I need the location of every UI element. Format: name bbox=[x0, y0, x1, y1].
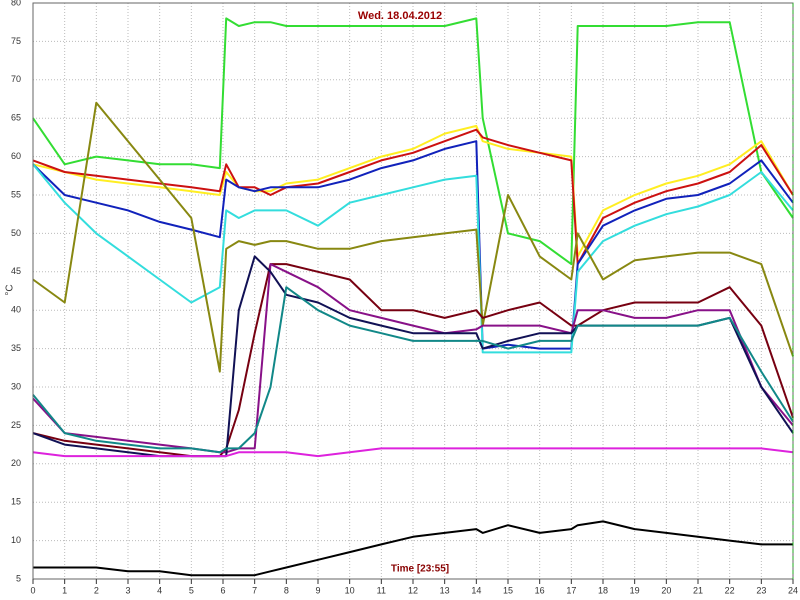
series-line bbox=[32, 101, 794, 373]
series-line bbox=[33, 520, 793, 577]
y-tick-label: 5 bbox=[16, 573, 21, 583]
series-line bbox=[32, 163, 794, 354]
y-tick-label: 60 bbox=[11, 151, 21, 161]
lines bbox=[32, 17, 794, 577]
x-tick-label: 12 bbox=[408, 585, 418, 595]
y-tick-label: 75 bbox=[11, 36, 21, 46]
x-tick-label: 3 bbox=[125, 585, 130, 595]
y-tick-label: 65 bbox=[11, 113, 21, 123]
x-tick-label: 4 bbox=[157, 585, 162, 595]
y-tick-label: 70 bbox=[11, 74, 21, 84]
series-line bbox=[32, 286, 794, 454]
x-tick-label: 11 bbox=[377, 585, 386, 595]
x-tick-label: 23 bbox=[756, 585, 766, 595]
x-tick-label: 6 bbox=[220, 585, 225, 595]
x-tick-label: 1 bbox=[62, 585, 67, 595]
x-tick-label: 21 bbox=[693, 585, 703, 595]
series-line bbox=[32, 140, 794, 350]
series-line bbox=[32, 128, 794, 266]
x-tick-label: 9 bbox=[315, 585, 320, 595]
y-tick-label: 80 bbox=[11, 0, 21, 7]
x-tick-label: 10 bbox=[345, 585, 355, 595]
y-tick-label: 20 bbox=[11, 458, 21, 468]
y-tick-label: 30 bbox=[11, 381, 21, 391]
x-tick-label: 19 bbox=[630, 585, 640, 595]
y-tick-label: 55 bbox=[11, 189, 21, 199]
x-tick-label: 16 bbox=[535, 585, 545, 595]
x-tick-label: 18 bbox=[598, 585, 608, 595]
y-tick-label: 40 bbox=[11, 305, 21, 315]
y-tick-label: 45 bbox=[11, 266, 21, 276]
x-tick-label: 5 bbox=[189, 585, 194, 595]
y-tick-label: 10 bbox=[11, 535, 21, 545]
y-axis-label: °C bbox=[5, 284, 16, 295]
x-tick-label: 15 bbox=[503, 585, 513, 595]
x-axis-label: Time [23:55] bbox=[391, 564, 449, 575]
x-tick-label: 7 bbox=[252, 585, 257, 595]
x-tick-label: 13 bbox=[440, 585, 450, 595]
x-tick-label: 2 bbox=[94, 585, 99, 595]
y-tick-label: 15 bbox=[11, 497, 21, 507]
x-tick-label: 17 bbox=[566, 585, 576, 595]
y-tick-label: 25 bbox=[11, 420, 21, 430]
x-tick-label: 8 bbox=[284, 585, 289, 595]
x-tick-label: 20 bbox=[661, 585, 671, 595]
series-line bbox=[32, 17, 794, 266]
chart-title: Wed. 18.04.2012 bbox=[358, 10, 442, 22]
y-tick-label: 35 bbox=[11, 343, 21, 353]
x-tick-label: 14 bbox=[471, 585, 481, 595]
x-tick-label: 24 bbox=[788, 585, 798, 595]
y-tick-label: 50 bbox=[11, 228, 21, 238]
series-line bbox=[32, 447, 794, 458]
x-tick-label: 22 bbox=[725, 585, 735, 595]
x-tick-label: 0 bbox=[30, 585, 35, 595]
series-line bbox=[32, 124, 794, 258]
